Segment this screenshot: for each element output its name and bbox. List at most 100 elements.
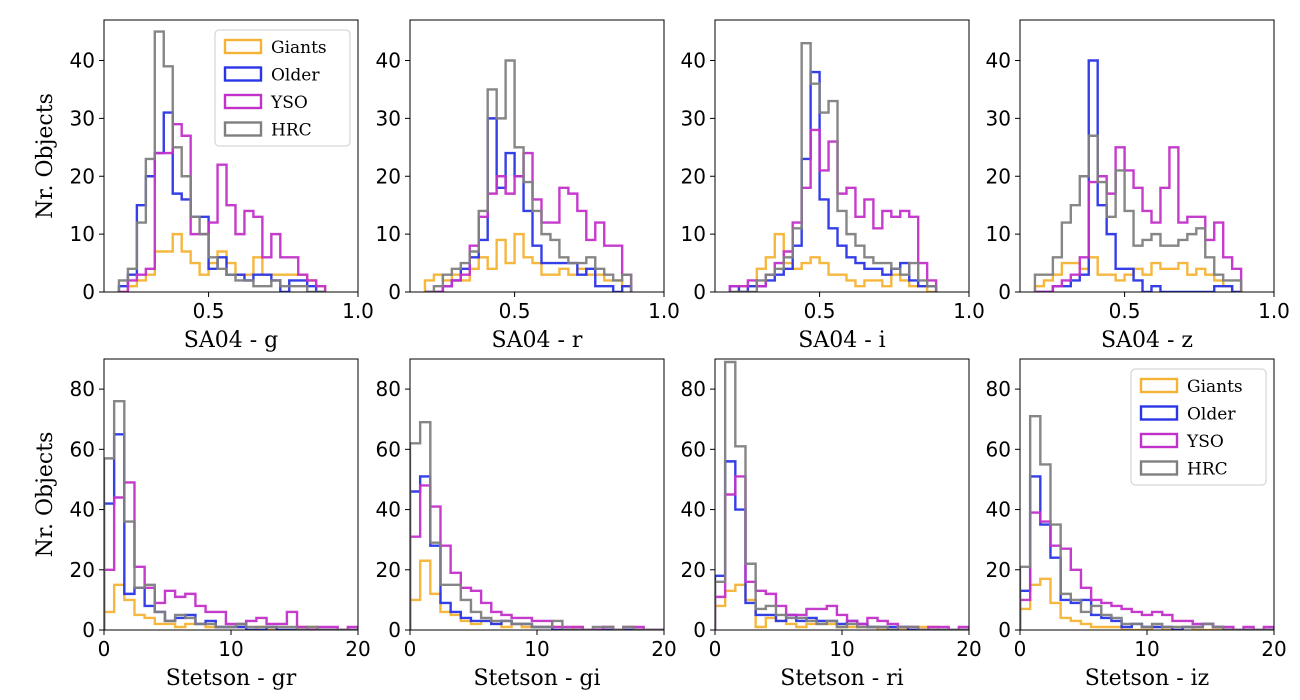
panel-5: 0 20 40 60 80 0 10 20 Stetson - gr Nr. Objects (33, 358, 371, 691)
histogram-hrc (729, 41, 938, 292)
legend-swatch-older (223, 66, 263, 82)
histogram-hrc (1033, 134, 1243, 292)
y-tick-label: 40 (70, 49, 95, 73)
histogram-series-group (728, 41, 938, 292)
legend-label-older: Older (271, 66, 320, 86)
y-tick-label: 0 (388, 280, 401, 304)
histogram-yso (424, 151, 633, 292)
y-tick-label: 20 (70, 164, 95, 188)
panel-8: 0 20 40 60 80 0 10 20 Stetson - iz Giants Older YSO… (986, 358, 1287, 691)
axes-frame (409, 358, 665, 631)
histogram-yso (1034, 146, 1243, 292)
histogram-yso (118, 122, 327, 292)
y-tick-label: 0 (82, 280, 95, 304)
histogram-yso (715, 475, 969, 630)
x-tick-label: 20 (651, 637, 676, 661)
histogram-older (715, 460, 969, 630)
histogram-older (1020, 475, 1274, 630)
x-tick-label: 20 (345, 637, 370, 661)
x-axis-label: SA04 - z (1101, 328, 1193, 353)
panel-1: 0 10 20 30 40 0.5 1.0 SA04 - g Nr. Objects Giants… (33, 19, 374, 353)
legend-swatch-hrc (1139, 460, 1179, 476)
histogram-series-group (410, 421, 664, 630)
x-tick-label: 10 (1134, 637, 1159, 661)
legend: Giants Older YSO HRC (214, 29, 351, 147)
axes-frame (714, 358, 970, 631)
y-tick-label: 60 (70, 437, 95, 461)
y-tick-label: 20 (986, 558, 1011, 582)
legend-label-giants: Giants (1187, 377, 1243, 397)
histogram-giants (423, 232, 633, 292)
histogram-giants (118, 232, 327, 292)
histogram-older (728, 70, 938, 292)
x-tick-label: 1.0 (1258, 299, 1290, 323)
x-tick-label: 1.0 (342, 299, 374, 323)
legend-box (1130, 368, 1267, 486)
legend-label-older: Older (1187, 405, 1236, 425)
x-tick-label: 0.5 (1109, 299, 1141, 323)
y-tick-label: 0 (693, 280, 706, 304)
x-tick-label: 20 (956, 637, 981, 661)
y-tick-label: 80 (376, 377, 401, 401)
x-axis-label: SA04 - r (492, 328, 583, 353)
y-tick-label: 40 (681, 49, 706, 73)
axes-frame (409, 19, 665, 293)
y-tick-label: 10 (986, 222, 1011, 246)
histogram-series-group (423, 59, 633, 292)
y-tick-label: 40 (70, 498, 95, 522)
histogram-giants (410, 559, 664, 630)
histogram-hrc (410, 421, 664, 630)
histogram-yso (104, 481, 358, 630)
y-tick-label: 20 (70, 558, 95, 582)
histogram-hrc (104, 399, 358, 630)
y-tick-label: 20 (986, 164, 1011, 188)
x-axis-label: Stetson - iz (1085, 666, 1210, 691)
x-axis-label: SA04 - i (798, 328, 885, 353)
y-tick-label: 40 (376, 49, 401, 73)
legend-label-yso: YSO (1186, 432, 1224, 452)
y-tick-label: 10 (70, 222, 95, 246)
y-tick-label: 0 (998, 618, 1011, 642)
y-tick-label: 80 (986, 377, 1011, 401)
x-tick-label: 0 (98, 637, 111, 661)
y-tick-label: 60 (376, 437, 401, 461)
x-tick-label: 0 (1014, 637, 1027, 661)
y-tick-label: 10 (681, 222, 706, 246)
legend-label-hrc: HRC (1187, 460, 1228, 480)
histogram-giants (1033, 256, 1242, 292)
y-tick-label: 20 (376, 164, 401, 188)
y-tick-label: 80 (70, 377, 95, 401)
y-tick-label: 0 (388, 618, 401, 642)
y-tick-label: 30 (681, 106, 706, 130)
y-tick-label: 40 (376, 498, 401, 522)
legend-swatch-older (1139, 405, 1179, 421)
histogram-series-group (117, 30, 327, 292)
legend: Giants Older YSO HRC (1130, 368, 1267, 486)
y-tick-label: 20 (681, 558, 706, 582)
legend-label-yso: YSO (270, 93, 308, 113)
x-tick-label: 0 (709, 637, 722, 661)
histogram-older (104, 433, 358, 630)
y-tick-label: 80 (681, 377, 706, 401)
y-tick-label: 40 (986, 498, 1011, 522)
x-tick-label: 0.5 (193, 299, 225, 323)
histogram-hrc (1020, 415, 1274, 630)
x-axis-label: Stetson - gi (473, 666, 600, 691)
histogram-older (424, 117, 633, 292)
histogram-series-group (1033, 59, 1243, 292)
x-tick-label: 0 (404, 637, 417, 661)
x-tick-label: 0.5 (804, 299, 836, 323)
panel-7: 0 20 40 60 80 0 10 20 Stetson - ri (681, 358, 982, 691)
y-tick-label: 20 (681, 164, 706, 188)
y-tick-label: 40 (986, 49, 1011, 73)
y-tick-label: 40 (681, 498, 706, 522)
y-axis-label: Nr. Objects (33, 432, 58, 558)
y-tick-label: 30 (376, 106, 401, 130)
y-axis-label: Nr. Objects (33, 93, 58, 219)
x-axis-label: Stetson - gr (166, 666, 297, 691)
y-tick-label: 60 (986, 437, 1011, 461)
x-axis-label: Stetson - ri (780, 666, 903, 691)
x-axis-label: SA04 - g (184, 328, 278, 353)
y-tick-label: 30 (70, 106, 95, 130)
histogram-hrc (715, 360, 969, 630)
